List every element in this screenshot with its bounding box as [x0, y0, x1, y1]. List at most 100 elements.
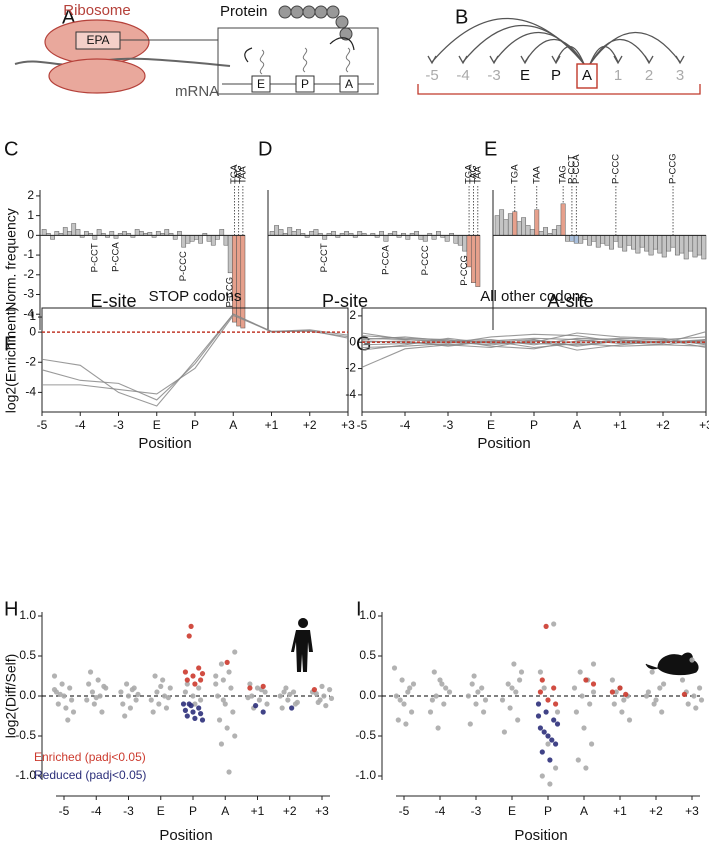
point	[91, 701, 97, 707]
point	[260, 709, 266, 715]
point	[294, 699, 300, 706]
bar	[613, 235, 619, 242]
panel-label: C	[4, 138, 18, 160]
point	[51, 687, 58, 693]
point	[186, 633, 192, 639]
arrow	[462, 24, 585, 65]
point	[446, 689, 453, 695]
bar	[210, 235, 216, 246]
trna	[259, 47, 351, 75]
point	[192, 715, 198, 722]
point	[393, 693, 399, 699]
point	[198, 697, 204, 703]
point	[429, 697, 435, 703]
point	[135, 691, 141, 698]
arrow	[524, 38, 585, 65]
point	[589, 741, 595, 747]
point	[405, 689, 411, 695]
point	[65, 717, 71, 723]
point	[63, 705, 69, 711]
point	[539, 773, 545, 779]
bar	[688, 235, 694, 252]
point	[471, 673, 477, 679]
point	[95, 677, 101, 683]
point	[196, 705, 202, 711]
series-line	[42, 314, 349, 395]
point	[537, 689, 544, 695]
arrow-head	[458, 55, 468, 65]
point	[262, 689, 268, 695]
point	[190, 693, 196, 699]
point	[539, 677, 545, 683]
position-label: -4	[456, 67, 469, 84]
x-tick-label: +3	[685, 804, 699, 818]
bar	[313, 229, 319, 236]
point	[290, 689, 297, 695]
point	[554, 709, 561, 715]
category-label: TAA	[237, 166, 248, 184]
category-label: P-CCC	[610, 154, 621, 184]
point	[554, 721, 561, 727]
bar	[50, 235, 55, 240]
point	[260, 683, 266, 690]
point	[87, 669, 94, 675]
inset-site-label: E	[257, 77, 265, 91]
point	[517, 677, 523, 683]
chart-title: P-site	[322, 291, 368, 311]
y-tick-label: -1.0	[15, 768, 36, 782]
bar	[578, 235, 584, 244]
ribosome-diagram: EPA Ribosome Protein mRNA E P A	[14, 2, 379, 100]
series-line	[41, 313, 349, 407]
bar	[291, 231, 297, 236]
category-label: P-CCT	[89, 243, 100, 272]
point	[649, 669, 655, 675]
chart-title: A-site	[547, 291, 593, 311]
point	[69, 697, 75, 703]
point	[391, 665, 398, 671]
point	[198, 711, 204, 717]
point	[224, 725, 230, 731]
bar	[644, 235, 650, 252]
point	[501, 729, 507, 735]
arrows	[244, 37, 355, 63]
point	[190, 709, 196, 715]
bar	[604, 235, 610, 246]
y-tick-label: -3	[23, 287, 34, 301]
point	[184, 713, 190, 719]
point	[232, 733, 238, 739]
x-tick-label: +1	[613, 804, 627, 818]
chart-title: E-site	[90, 291, 136, 311]
point	[579, 693, 585, 699]
point	[645, 689, 652, 695]
y-tick-label: 0.0	[359, 688, 376, 702]
bar	[84, 231, 89, 236]
bar	[62, 227, 68, 236]
point	[499, 697, 506, 703]
bar	[670, 235, 676, 248]
bar	[296, 229, 301, 236]
x-tick-label: -4	[75, 418, 86, 432]
point	[148, 697, 154, 703]
point	[679, 677, 686, 683]
x-tick-label: E	[157, 804, 165, 818]
bar	[556, 225, 562, 236]
category-label: P-CCC	[178, 251, 189, 281]
point	[505, 681, 511, 687]
bar	[67, 231, 72, 236]
bar	[499, 209, 505, 236]
point	[228, 685, 234, 691]
point	[213, 681, 219, 687]
x-tick-label: -3	[123, 804, 134, 818]
point	[482, 697, 489, 703]
bar	[622, 235, 628, 252]
bar	[392, 231, 398, 236]
point	[473, 701, 479, 707]
point	[198, 677, 204, 683]
panel-label: B	[455, 6, 468, 28]
point	[160, 677, 166, 683]
y-tick-label: -0.5	[15, 728, 36, 742]
bar	[309, 231, 314, 236]
point	[551, 685, 557, 691]
category-label: TAG	[233, 165, 244, 184]
point	[513, 689, 519, 695]
